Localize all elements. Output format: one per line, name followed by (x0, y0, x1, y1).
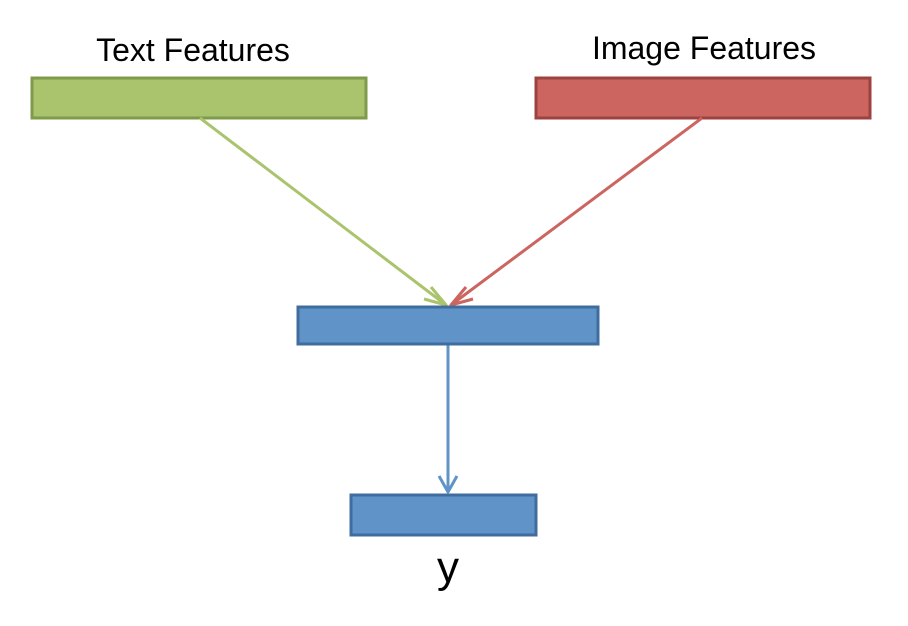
output-label: y (437, 543, 459, 592)
hidden-layer-box (296, 305, 600, 346)
text-features-label: Text Features (96, 32, 290, 68)
image-features-label: Image Features (592, 30, 816, 66)
output-box (349, 493, 538, 537)
edge-text-to-hidden (199, 116, 448, 307)
edge-hidden-to-output (437, 345, 459, 494)
image-features-box (534, 76, 872, 120)
edge-image-to-hidden (449, 116, 703, 307)
text-features-box (30, 76, 368, 120)
